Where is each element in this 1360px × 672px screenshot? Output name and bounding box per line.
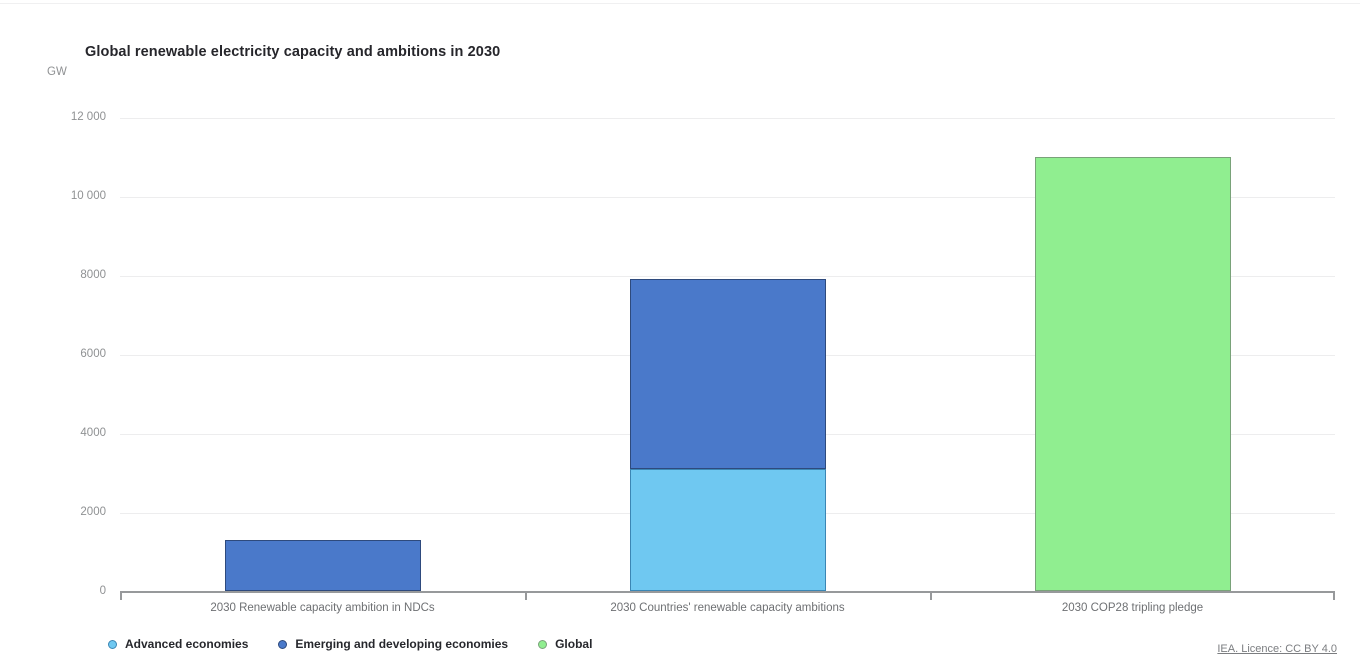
source-link[interactable]: IEA. Licence: CC BY 4.0 (1217, 643, 1337, 655)
gridline (120, 197, 1335, 198)
bar-segment-global[interactable] (1034, 156, 1231, 591)
top-divider (0, 3, 1360, 4)
y-axis-unit-label: GW (47, 66, 67, 78)
legend: Advanced economies Emerging and developin… (108, 637, 592, 651)
bar-segment-emerging-and-developing-economies[interactable] (629, 278, 826, 469)
bar-segment-advanced-economies[interactable] (629, 468, 826, 591)
y-tick-label: 4000 (80, 427, 106, 439)
legend-dot-icon (278, 639, 288, 649)
y-tick-label: 12 000 (70, 111, 106, 123)
category-tick (120, 592, 122, 600)
y-tick-label: 2000 (80, 506, 106, 518)
legend-dot-icon (108, 639, 117, 649)
x-category-label: 2030 Renewable capacity ambition in NDCs (210, 602, 435, 614)
x-category-label: 2030 Countries' renewable capacity ambit… (610, 602, 845, 614)
y-tick-label: 8000 (80, 269, 106, 281)
category-tick (525, 592, 527, 600)
legend-item-emerging-and-developing-economies[interactable]: Emerging and developing economies (278, 637, 508, 651)
y-tick-label: 10 000 (70, 190, 106, 202)
legend-item-label: Advanced economies (125, 637, 249, 651)
legend-item-global[interactable]: Global (538, 637, 592, 651)
y-tick-label: 0 (99, 585, 106, 597)
legend-item-advanced-economies[interactable]: Advanced economies (108, 637, 248, 651)
chart-title: Global renewable electricity capacity an… (85, 44, 501, 60)
y-tick-label: 6000 (80, 348, 106, 360)
x-category-label: 2030 COP28 tripling pledge (1061, 602, 1204, 614)
category-tick (930, 592, 932, 600)
gridline (120, 276, 1335, 277)
x-axis-line (120, 591, 1335, 593)
legend-dot-icon (538, 639, 548, 649)
category-tick (1333, 592, 1335, 600)
legend-item-label: Emerging and developing economies (295, 637, 509, 651)
bar-segment-emerging-and-developing-economies[interactable] (224, 539, 421, 591)
gridline (120, 118, 1335, 119)
plot-area: 2030 Renewable capacity ambition in NDCs… (120, 118, 1335, 614)
legend-item-label: Global (555, 637, 593, 651)
